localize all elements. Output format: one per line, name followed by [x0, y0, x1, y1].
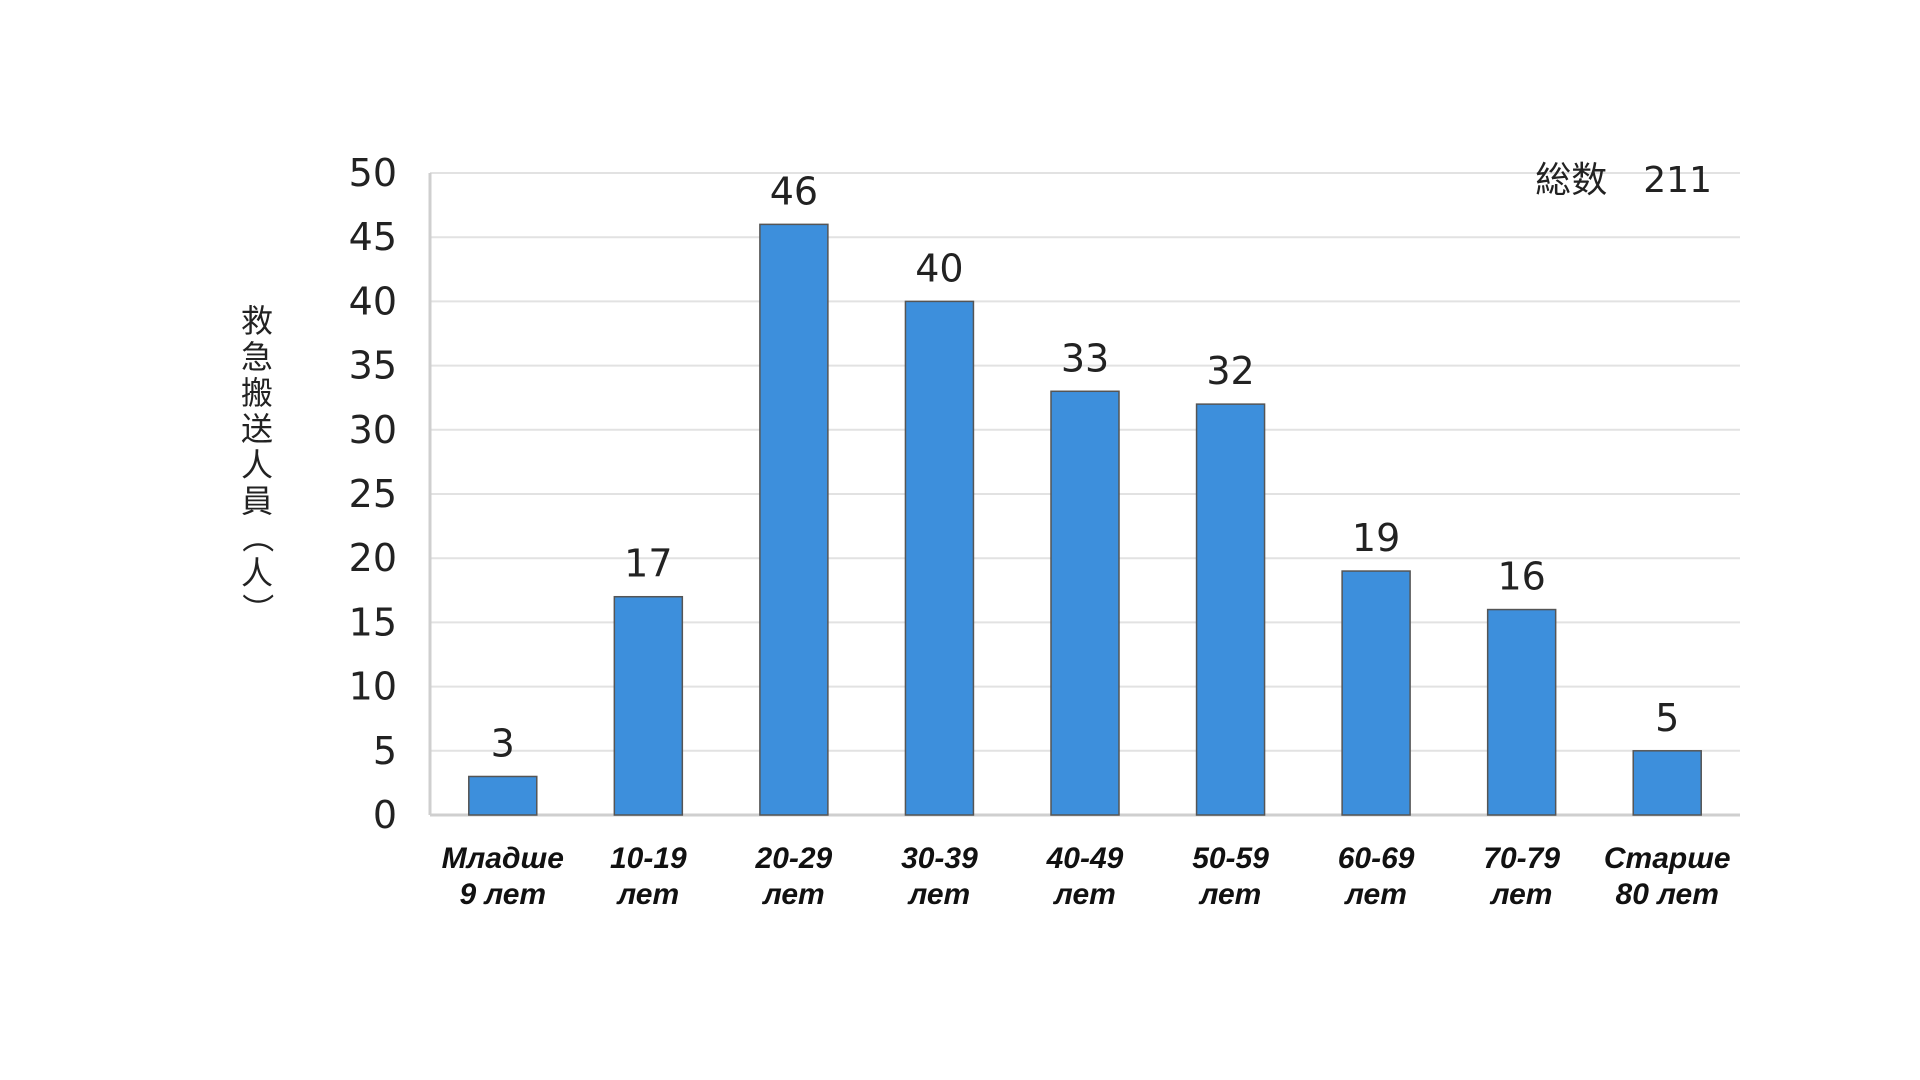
- bar: [1195, 403, 1266, 816]
- y-tick-label: 20: [349, 536, 397, 580]
- category-label: 50-59: [1192, 842, 1269, 875]
- y-tick-label: 30: [349, 408, 397, 452]
- category-label: лет: [1343, 878, 1407, 911]
- category-label: лет: [907, 878, 971, 911]
- bar: [759, 223, 829, 816]
- category-label: лет: [1052, 878, 1116, 911]
- y-tick-label: 50: [349, 151, 397, 195]
- data-label: 17: [624, 542, 672, 586]
- bar: [1486, 608, 1557, 816]
- y-axis-label-char: 人: [241, 554, 273, 592]
- y-tick-label: 15: [349, 600, 397, 644]
- category-label: лет: [616, 878, 680, 911]
- data-label: 5: [1655, 696, 1679, 740]
- bar: [904, 300, 975, 816]
- bars: [468, 223, 1702, 816]
- category-label: 40-49: [1046, 842, 1124, 875]
- data-label: 40: [915, 246, 963, 290]
- bar: [1341, 570, 1411, 816]
- y-axis-label-char: ）: [238, 593, 276, 625]
- category-label: Старше: [1604, 842, 1731, 875]
- data-label: 32: [1206, 349, 1254, 393]
- category-label: лет: [1489, 878, 1553, 911]
- category-label: 10-19: [610, 842, 687, 875]
- category-label: лет: [761, 878, 825, 911]
- bar: [613, 595, 684, 816]
- y-axis-label-char: 員: [241, 482, 273, 520]
- y-tick-label: 40: [349, 279, 397, 323]
- category-label: 70-79: [1483, 842, 1560, 875]
- y-axis-label-char: 救: [241, 302, 273, 340]
- y-axis-label-char: 人: [241, 446, 273, 484]
- y-axis-label-char: （: [238, 521, 276, 553]
- category-label: 20-29: [755, 842, 833, 875]
- bar: [1632, 750, 1702, 816]
- data-label: 46: [770, 169, 818, 213]
- y-tick-label: 0: [373, 793, 397, 837]
- data-label: 3: [491, 721, 515, 765]
- bar: [1050, 390, 1120, 816]
- category-label: 80 лет: [1616, 878, 1719, 911]
- category-label: 30-39: [901, 842, 978, 875]
- category-label: 60-69: [1338, 842, 1415, 875]
- y-axis-label-char: 急: [241, 338, 273, 376]
- y-tick-label: 35: [349, 344, 397, 388]
- y-tick-label: 45: [349, 215, 397, 259]
- y-axis-label-char: 送: [241, 410, 273, 448]
- category-label: Младше: [442, 842, 564, 875]
- category-label: 9 лет: [459, 878, 546, 911]
- bar: [468, 775, 538, 816]
- y-tick-label: 10: [349, 665, 397, 709]
- data-labels: 3 17 46 40 33 32 19 16 5: [491, 169, 1680, 765]
- total-annotation: 総数 211: [1535, 160, 1712, 201]
- y-tick-label: 5: [373, 729, 397, 773]
- y-tick-labels: 0 5 10 15 20 25 30 35 40 45 50: [349, 151, 397, 837]
- data-label: 16: [1497, 555, 1545, 599]
- y-axis-label-char: 搬: [241, 374, 273, 412]
- data-label: 19: [1352, 516, 1400, 560]
- y-tick-label: 25: [349, 472, 397, 516]
- data-label: 33: [1061, 336, 1109, 380]
- category-label: лет: [1198, 878, 1262, 911]
